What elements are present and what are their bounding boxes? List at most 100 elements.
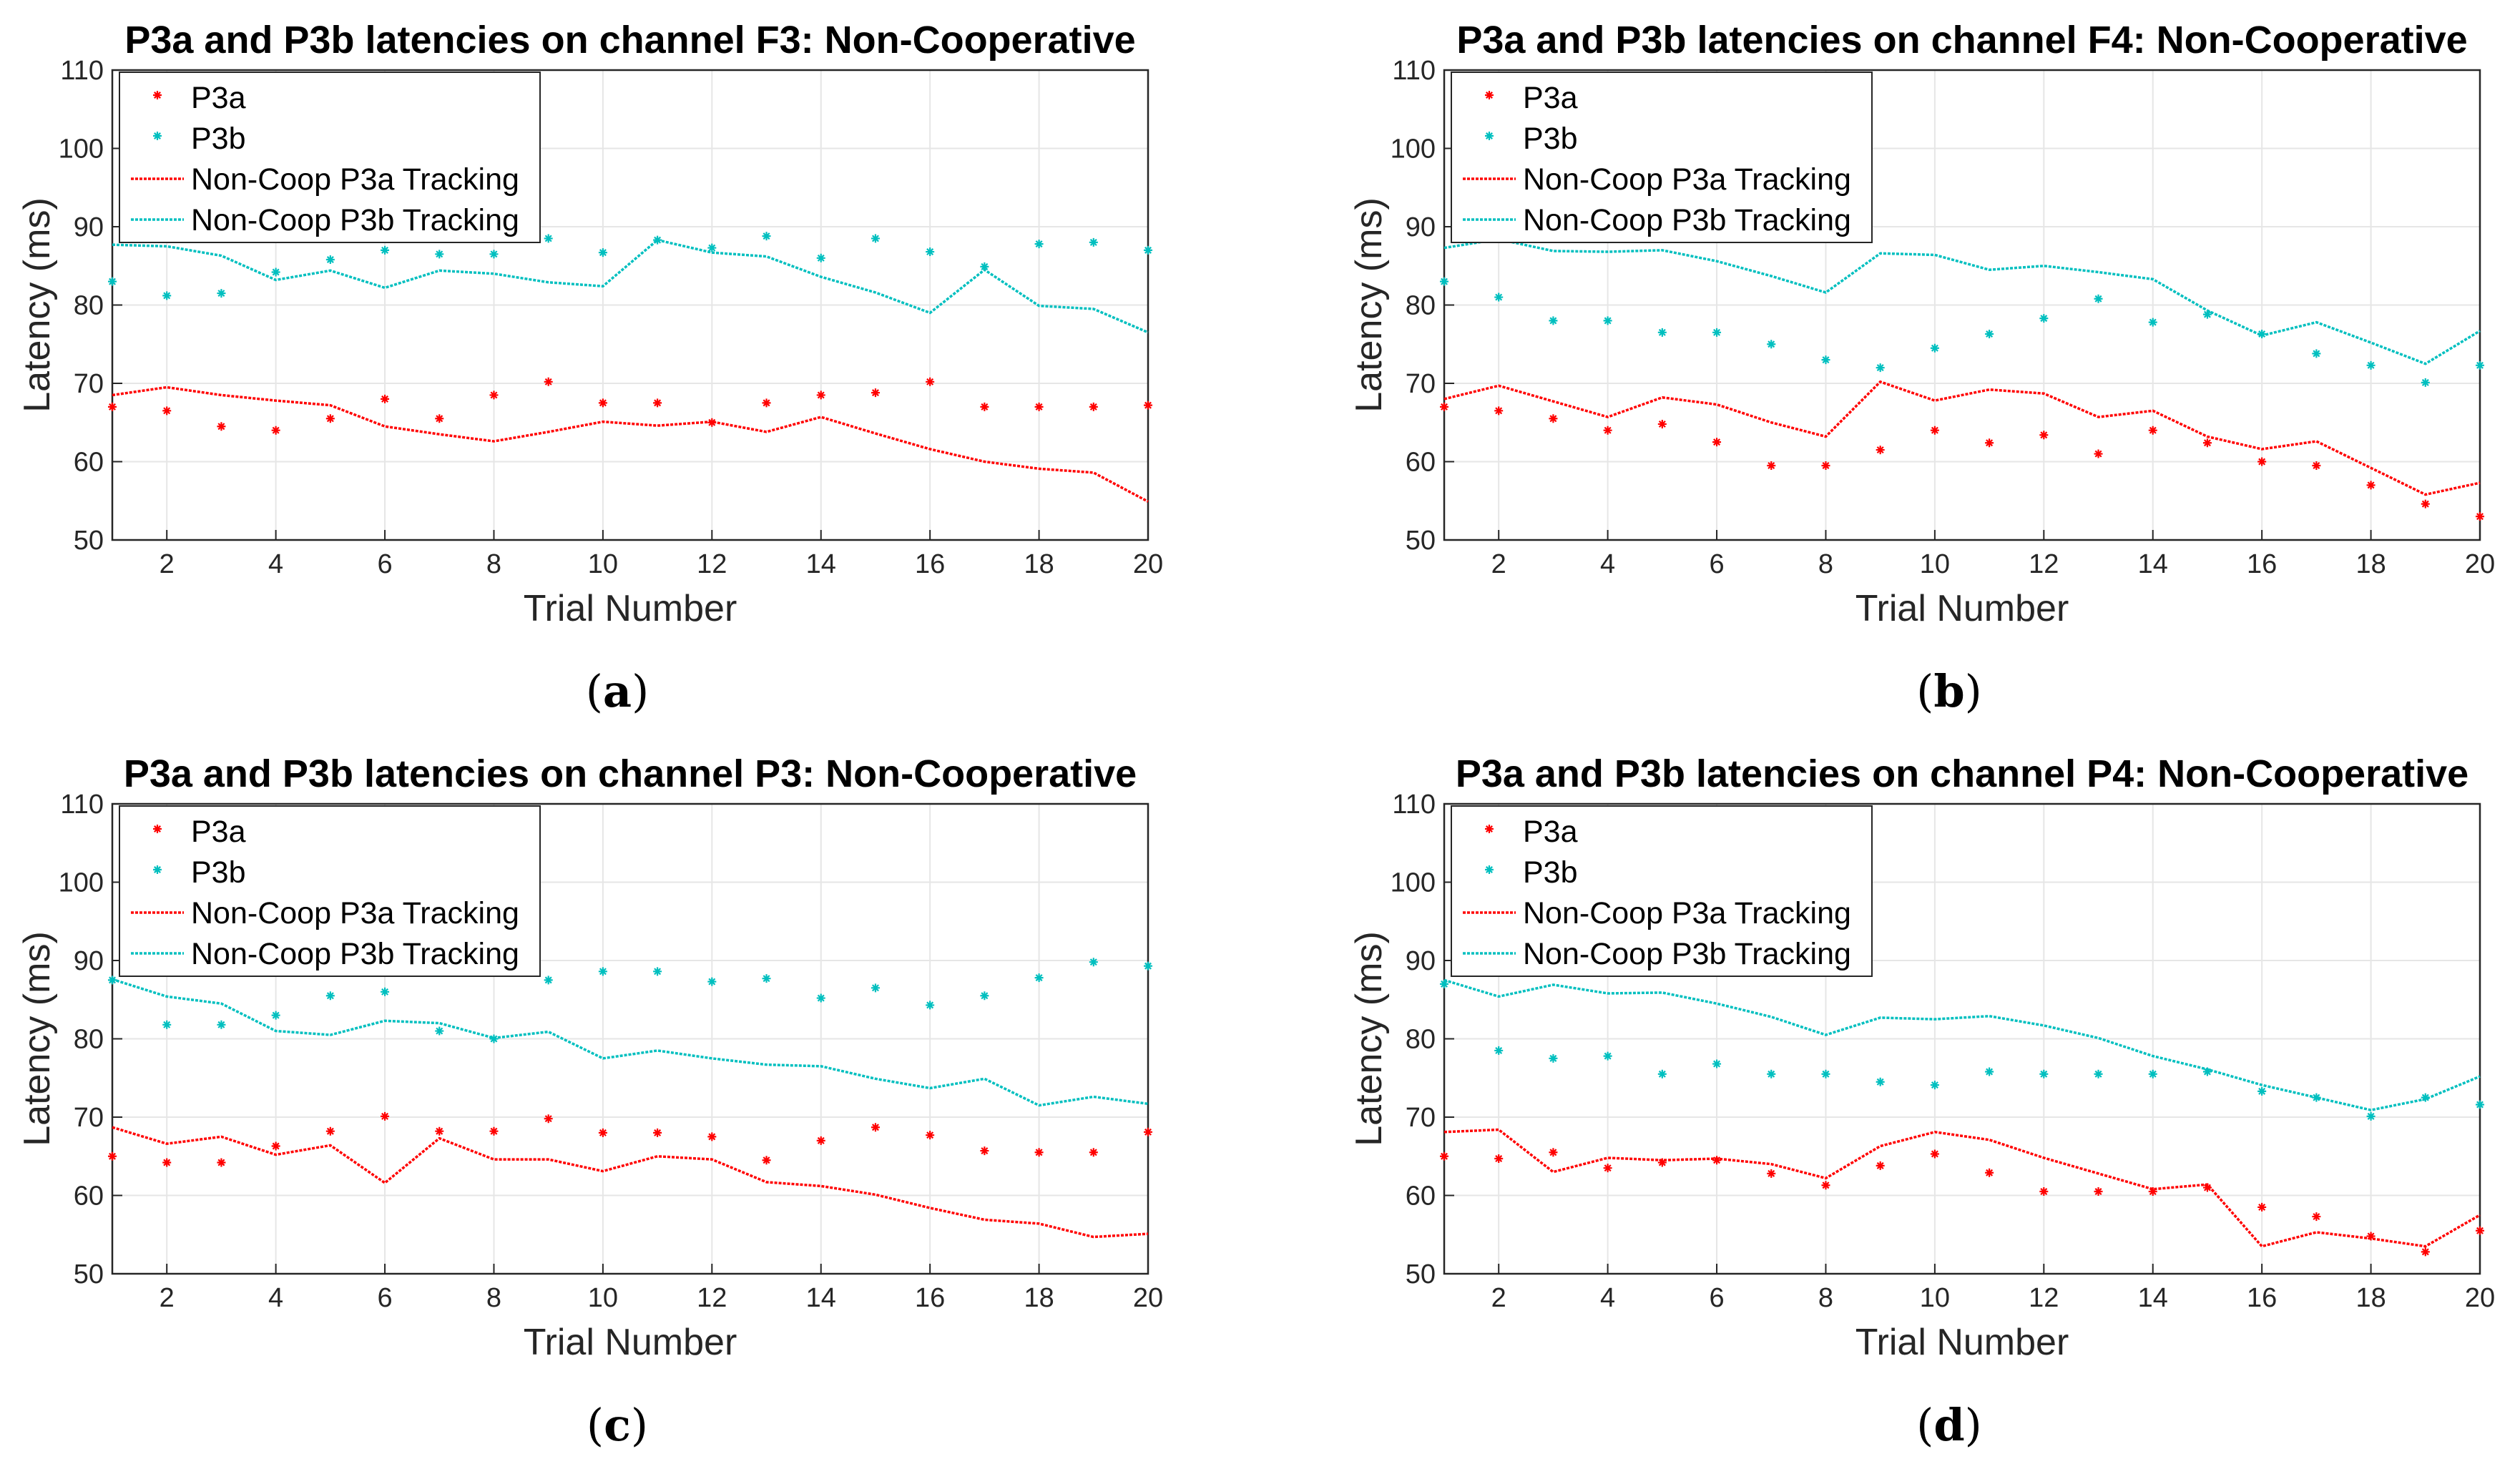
data-point-p3b (1930, 343, 1939, 353)
data-point-p3b (926, 1001, 935, 1010)
x-tick-label: 10 (1920, 1283, 1950, 1313)
y-tick-label: 50 (1406, 526, 1436, 556)
y-tick-label: 100 (1391, 134, 1436, 164)
data-point-p3a (1144, 401, 1152, 410)
y-tick-label: 90 (74, 212, 104, 242)
y-tick-label: 110 (60, 790, 104, 820)
legend-entry: P3b (191, 122, 246, 156)
data-point-p3b (271, 267, 280, 277)
data-point-p3a (108, 1151, 117, 1161)
data-point-p3b (1767, 340, 1776, 349)
data-point-p3a (598, 398, 607, 408)
data-point-p3a (1440, 1151, 1448, 1161)
x-tick-label: 12 (697, 1283, 727, 1313)
chart-panel-b: P3a and P3b latencies on channel F4: Non… (1348, 19, 2495, 717)
legend-entry: Non-Coop P3a Tracking (191, 162, 519, 197)
data-point-p3b (1034, 973, 1044, 983)
legend-entry: Non-Coop P3b Tracking (191, 937, 519, 971)
data-point-p3a (271, 426, 280, 435)
panel-caption: (d) (1916, 1399, 1982, 1451)
data-point-p3b (1144, 961, 1152, 971)
data-point-p3b (762, 974, 771, 983)
legend: P3a P3b Non-Coop P3a Tracking Non-Coop P3b … (1451, 805, 1873, 977)
legend-entry: Non-Coop P3b Tracking (1523, 937, 1851, 971)
data-point-p3a (2476, 1226, 2484, 1235)
y-axis-label: Latency (ms) (1348, 931, 1390, 1146)
x-tick-label: 18 (2355, 1283, 2386, 1313)
legend-swatch-marker (153, 825, 162, 833)
y-tick-label: 50 (74, 1259, 104, 1289)
x-axis-label: Trial Number (1855, 1322, 2069, 1363)
data-point-p3b (2202, 1067, 2212, 1076)
data-point-p3a (489, 390, 499, 400)
y-axis-label: Latency (ms) (1348, 197, 1390, 413)
data-point-p3b (2039, 314, 2049, 323)
panel-caption: (b) (1916, 665, 1982, 717)
data-point-p3b (1657, 1069, 1667, 1079)
data-point-p3b (2421, 1093, 2430, 1102)
data-point-p3b (489, 250, 499, 259)
data-point-p3a (1930, 426, 1939, 435)
data-point-p3b (1712, 1059, 1722, 1068)
data-point-p3a (1603, 1164, 1612, 1173)
data-point-p3b (707, 243, 717, 252)
y-tick-label: 110 (1392, 56, 1436, 86)
legend-box (119, 72, 541, 243)
x-tick-label: 20 (2465, 549, 2495, 579)
data-point-p3a (162, 406, 172, 416)
legend-swatch-marker (153, 91, 162, 99)
x-tick-label: 6 (377, 549, 392, 579)
data-point-p3a (653, 1128, 662, 1137)
data-point-p3b (2257, 1086, 2267, 1096)
data-point-p3a (1767, 1169, 1776, 1178)
x-tick-label: 20 (1133, 549, 1163, 579)
legend-box (119, 805, 541, 977)
data-point-p3a (762, 1156, 771, 1165)
data-point-p3a (489, 1126, 499, 1136)
data-point-p3b (2094, 294, 2103, 303)
data-point-p3b (1985, 1067, 1994, 1076)
data-point-p3a (271, 1141, 280, 1151)
data-point-p3a (1876, 446, 1885, 455)
y-tick-label: 50 (74, 526, 104, 556)
y-axis-label: Latency (ms) (16, 197, 58, 413)
data-point-p3a (1876, 1161, 1885, 1170)
x-tick-label: 10 (588, 549, 618, 579)
legend-entry: P3b (191, 855, 246, 890)
data-point-p3a (2148, 426, 2157, 435)
data-point-p3b (653, 967, 662, 976)
data-point-p3b (1494, 1046, 1504, 1055)
data-point-p3b (871, 234, 880, 243)
data-point-p3a (707, 418, 717, 427)
x-tick-label: 4 (1600, 549, 1615, 579)
data-point-p3a (1549, 1148, 1558, 1157)
data-point-p3b (162, 291, 172, 300)
data-point-p3b (544, 976, 553, 985)
data-point-p3b (2257, 330, 2267, 339)
data-point-p3a (1440, 402, 1448, 411)
x-axis-label: Trial Number (524, 1322, 737, 1363)
y-tick-label: 60 (74, 448, 104, 478)
data-point-p3b (1876, 1077, 1885, 1086)
x-tick-label: 16 (915, 549, 945, 579)
data-point-p3a (2039, 1187, 2049, 1197)
data-point-p3a (1821, 461, 1830, 470)
data-point-p3b (381, 245, 390, 255)
chart-title: P3a and P3b latencies on channel P4: Non… (1456, 752, 2468, 795)
legend-box (1451, 805, 1873, 977)
data-point-p3a (2257, 457, 2267, 466)
chart-title: P3a and P3b latencies on channel P3: Non… (124, 752, 1137, 795)
data-point-p3a (2421, 1247, 2430, 1257)
legend-entry: P3a (1523, 81, 1578, 115)
y-tick-label: 110 (60, 56, 104, 86)
series-line-non-coop-p3a-tracking (1443, 380, 2481, 496)
data-point-p3a (2312, 1212, 2321, 1222)
y-tick-label: 110 (1392, 790, 1436, 820)
y-tick-label: 80 (1406, 1025, 1436, 1055)
data-point-p3a (1712, 1156, 1722, 1165)
data-point-p3b (598, 967, 607, 976)
x-tick-label: 20 (1133, 1283, 1163, 1313)
data-point-p3a (1144, 1127, 1152, 1136)
data-point-p3a (816, 390, 825, 400)
data-point-p3a (2094, 1187, 2103, 1197)
